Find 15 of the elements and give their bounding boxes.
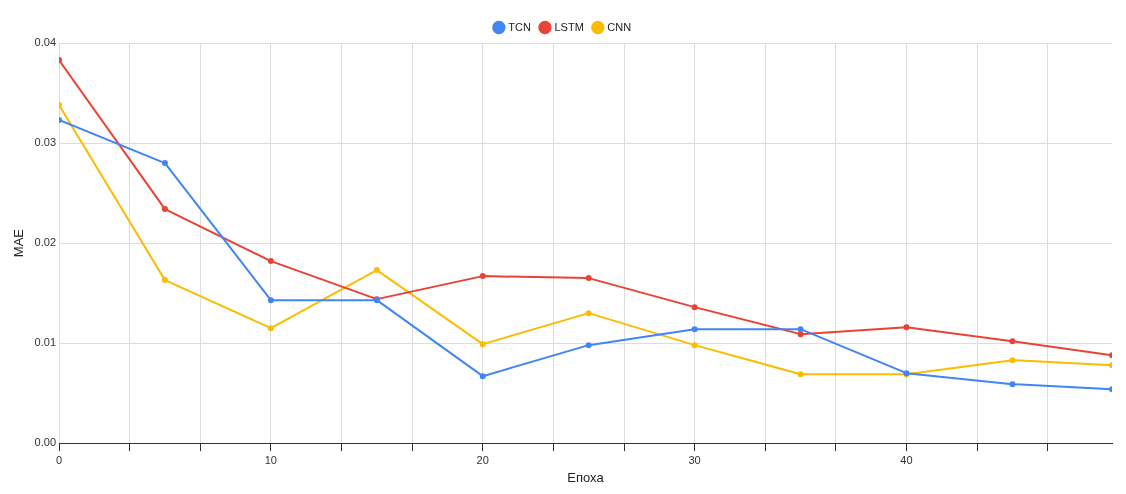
x-tick-label: 30 xyxy=(688,453,701,466)
y-tick-label: 0.03 xyxy=(34,136,57,149)
x-tick-label: 10 xyxy=(264,453,277,466)
x-tick-label: 20 xyxy=(476,453,489,466)
x-tick-label: 0 xyxy=(55,453,63,466)
x-tick-label: 40 xyxy=(900,453,913,466)
legend-label: LSTM xyxy=(554,20,584,33)
y-tick-label: 0.04 xyxy=(34,36,57,49)
y-tick-label: 0.00 xyxy=(34,436,57,449)
legend-label: CNN xyxy=(607,20,632,33)
y-axis-title: MAE xyxy=(11,228,27,258)
y-tick-label: 0.02 xyxy=(34,236,57,249)
y-tick-label: 0.01 xyxy=(34,336,57,349)
legend-label: TCN xyxy=(508,20,532,33)
x-axis-title: Епоха xyxy=(567,469,605,485)
